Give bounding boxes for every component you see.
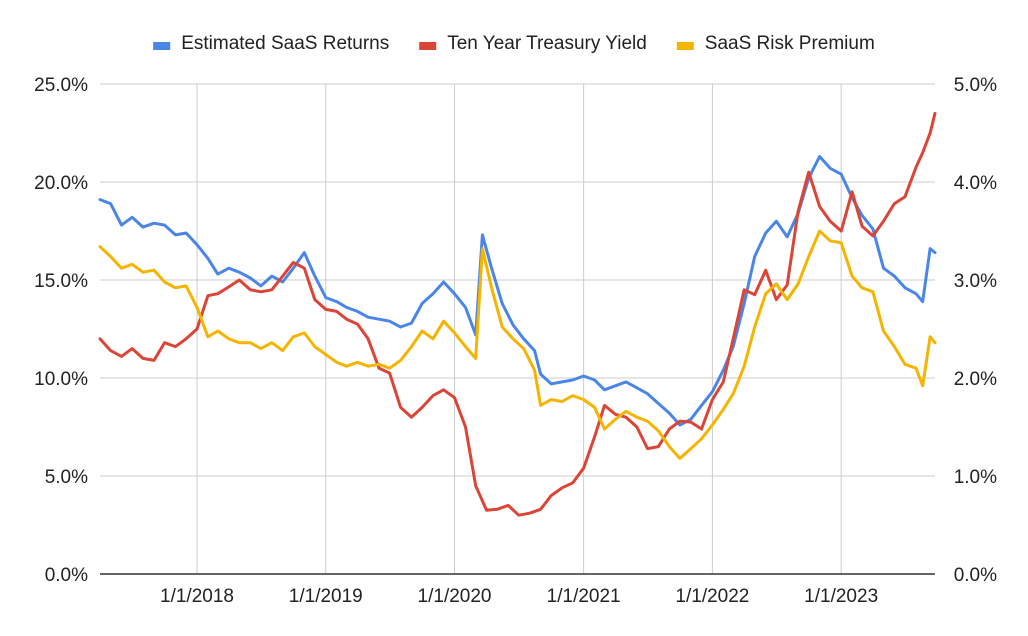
right-axis-tick-label: 0.0% [954, 565, 997, 586]
x-axis-tick-label: 1/1/2022 [675, 586, 749, 607]
left-axis-tick-label: 10.0% [34, 369, 88, 390]
legend-swatch [153, 42, 171, 50]
legend-swatch [419, 42, 437, 50]
right-axis-tick-label: 5.0% [954, 75, 997, 96]
left-axis-tick-label: 20.0% [34, 173, 88, 194]
left-axis-tick-label: 0.0% [45, 565, 88, 586]
legend-item-0: Estimated SaaS Returns [153, 33, 389, 54]
legend-item-1: Ten Year Treasury Yield [419, 33, 647, 54]
right-axis-tick-label: 4.0% [954, 173, 997, 194]
right-axis-tick-label: 2.0% [954, 369, 997, 390]
left-axis-tick-label: 15.0% [34, 271, 88, 292]
legend-label: Ten Year Treasury Yield [447, 33, 647, 54]
left-axis-tick-label: 5.0% [45, 467, 88, 488]
x-axis-tick-label: 1/1/2019 [289, 586, 363, 607]
x-axis-tick-label: 1/1/2018 [160, 586, 234, 607]
legend-swatch [676, 42, 694, 50]
x-axis-tick-label: 1/1/2023 [804, 586, 878, 607]
right-axis-tick-label: 1.0% [954, 467, 997, 488]
legend-item-2: SaaS Risk Premium [676, 33, 875, 54]
chart-series-group [98, 111, 937, 517]
left-axis-ticks: 0.0% 5.0% 10.0% 15.0% 20.0% 25.0% [34, 75, 88, 586]
x-axis-tick-label: 1/1/2020 [418, 586, 492, 607]
chart-legend: Estimated SaaS Returns Ten Year Treasury … [153, 33, 875, 54]
left-axis-tick-label: 25.0% [34, 75, 88, 96]
series-line-2 [98, 229, 937, 460]
legend-label: Estimated SaaS Returns [181, 33, 389, 54]
x-axis-tick-label: 1/1/2021 [547, 586, 621, 607]
right-axis-tick-label: 3.0% [954, 271, 997, 292]
right-axis-ticks: 0.0% 1.0% 2.0% 3.0% 4.0% 5.0% [954, 75, 997, 586]
series-line-1 [98, 111, 937, 517]
legend-label: SaaS Risk Premium [705, 33, 875, 54]
x-axis-ticks: 1/1/2018 1/1/2019 1/1/2020 1/1/2021 1/1/2022… [160, 586, 878, 607]
